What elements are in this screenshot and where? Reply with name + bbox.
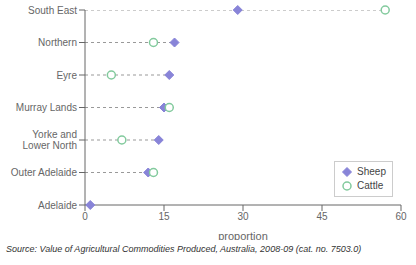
svg-text:0: 0	[82, 211, 88, 222]
svg-text:Yorke andLower North: Yorke andLower North	[23, 129, 77, 151]
svg-text:Northern: Northern	[38, 37, 77, 48]
svg-text:30: 30	[237, 211, 249, 222]
svg-text:Adelaide: Adelaide	[38, 200, 77, 211]
svg-text:Eyre: Eyre	[56, 70, 77, 81]
svg-text:Outer Adelaide: Outer Adelaide	[11, 167, 78, 178]
html-text:Sheep: Sheep	[357, 166, 386, 177]
html-text:Source: Value of Agricultural: Source: Value of Agricultural Commoditie…	[6, 244, 362, 254]
html-text:Cattle: Cattle	[357, 180, 384, 191]
svg-text:proportion: proportion	[218, 230, 268, 240]
svg-text:15: 15	[158, 211, 170, 222]
svg-text:Murray Lands: Murray Lands	[16, 102, 77, 113]
svg-text:45: 45	[316, 211, 328, 222]
svg-text:60: 60	[395, 211, 407, 222]
svg-text:South East: South East	[28, 5, 77, 16]
